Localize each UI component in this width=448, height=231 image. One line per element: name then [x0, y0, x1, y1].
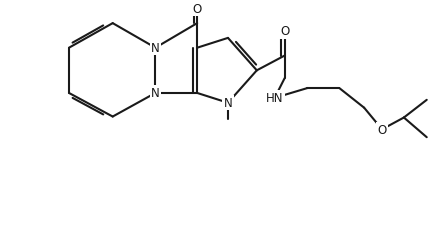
Text: N: N	[224, 97, 233, 110]
Text: O: O	[193, 3, 202, 16]
Text: N: N	[151, 87, 160, 100]
Text: N: N	[151, 42, 160, 55]
Text: O: O	[377, 123, 387, 136]
Text: O: O	[280, 25, 289, 38]
Text: HN: HN	[266, 92, 284, 105]
